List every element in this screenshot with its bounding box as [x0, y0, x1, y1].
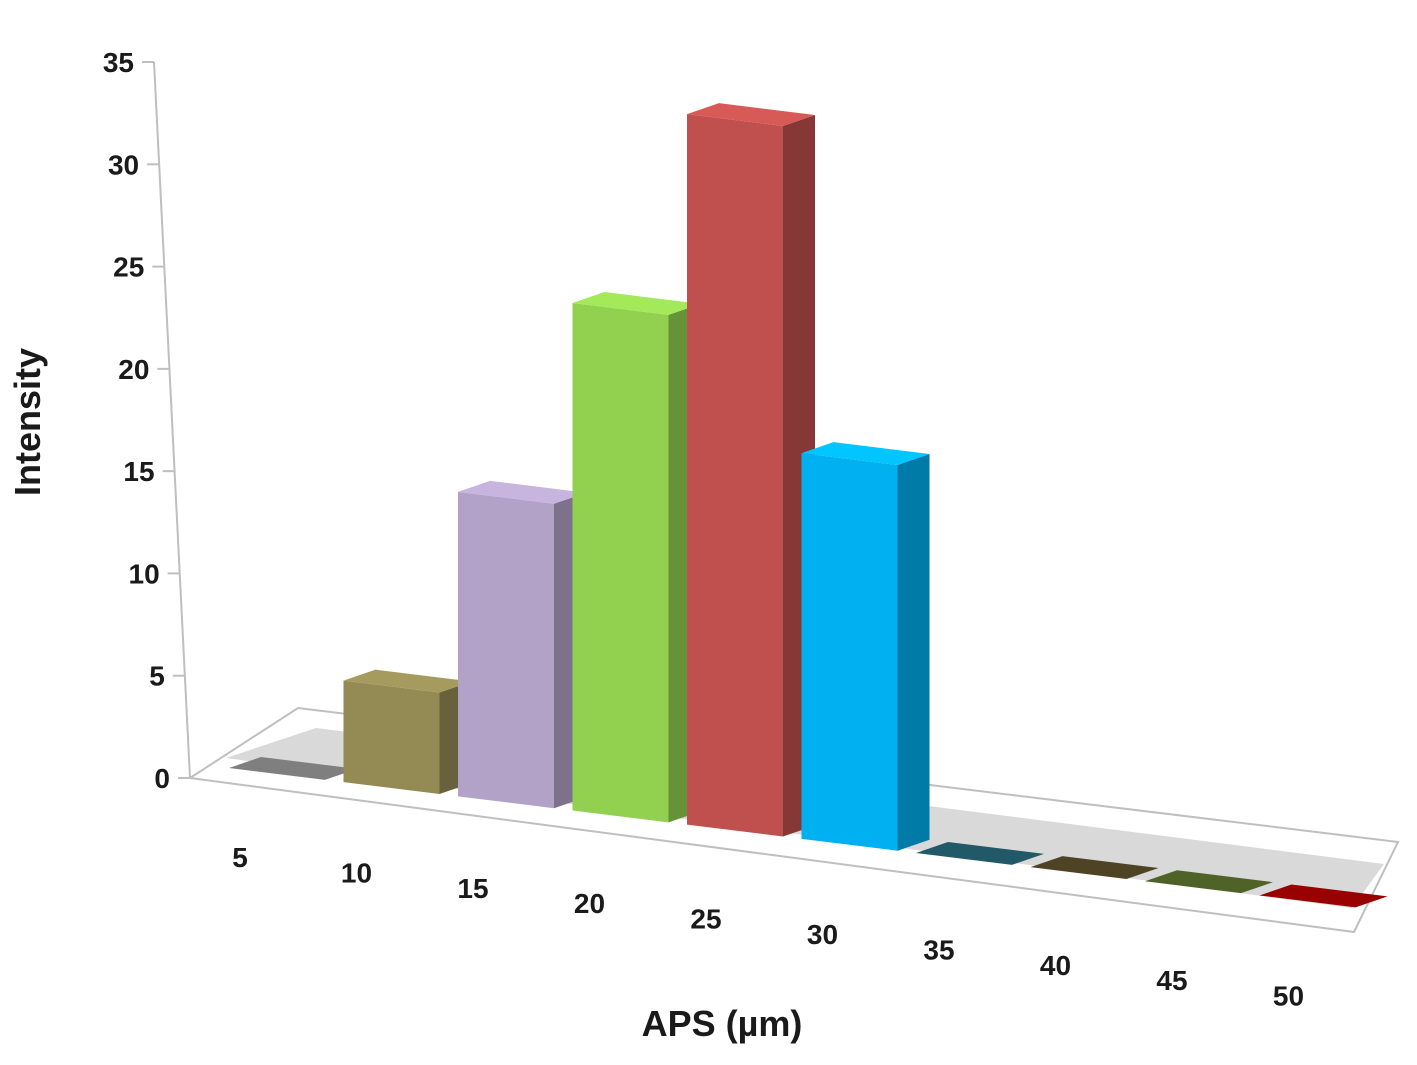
x-tick-label: 30: [807, 919, 838, 950]
bar-front-face: [343, 680, 440, 795]
y-tick-label: 30: [108, 149, 139, 180]
bar-top-face: [916, 841, 1044, 865]
bars: [229, 103, 1388, 908]
bar-top-face: [572, 291, 701, 315]
y-axis: 0 5 10 15 20 25 30 35: [103, 47, 191, 794]
bar-front-face: [687, 114, 783, 837]
y-ticks: 0 5 10 15 20 25 30 35: [103, 47, 190, 794]
x-tick-label: 25: [690, 904, 721, 935]
bar: [687, 103, 815, 837]
y-tick-label: 15: [123, 456, 154, 487]
x-tick-label: 15: [457, 873, 488, 904]
bar: [229, 757, 357, 780]
bar: [458, 480, 586, 809]
bar-front-face: [458, 491, 554, 809]
x-tick-labels: 5 10 15 20 25 30 35 40 45 50: [232, 842, 1304, 1012]
y-tick-label: 20: [118, 354, 149, 385]
bar-top-face: [229, 757, 357, 780]
bar-top-face: [1145, 870, 1273, 894]
x-tick-label: 35: [923, 934, 954, 965]
bar: [1145, 870, 1273, 894]
bar: [572, 291, 701, 823]
bar: [1259, 884, 1388, 908]
x-tick-label: 45: [1156, 965, 1187, 996]
bar-side-face: [897, 453, 930, 851]
bar-front-face: [572, 302, 669, 823]
bar-top-face: [458, 480, 586, 504]
bar-top-face: [1030, 856, 1159, 880]
bar-front-face: [801, 453, 898, 851]
y-axis-title: Intensity: [7, 348, 48, 496]
bar: [1030, 856, 1159, 880]
y-tick-label: 5: [149, 661, 165, 692]
x-tick-label: 10: [341, 857, 372, 888]
x-tick-label: 50: [1273, 981, 1304, 1012]
bar: [801, 442, 930, 851]
x-axis-title: APS (µm): [642, 1003, 803, 1044]
y-tick-label: 35: [103, 47, 134, 78]
y-tick-label: 10: [129, 558, 160, 589]
bar: [343, 669, 472, 795]
x-tick-label: 20: [574, 888, 605, 919]
y-tick-label: 25: [113, 252, 144, 283]
bar-top-face: [1259, 884, 1388, 908]
y-tick-label: 0: [154, 763, 170, 794]
bar-top-face: [687, 103, 815, 127]
x-tick-label: 40: [1040, 950, 1071, 981]
x-tick-label: 5: [232, 842, 248, 873]
bar-top-face: [801, 442, 930, 465]
bar-top-face: [343, 669, 472, 693]
y-axis-line: [153, 61, 191, 779]
bar: [916, 841, 1044, 865]
